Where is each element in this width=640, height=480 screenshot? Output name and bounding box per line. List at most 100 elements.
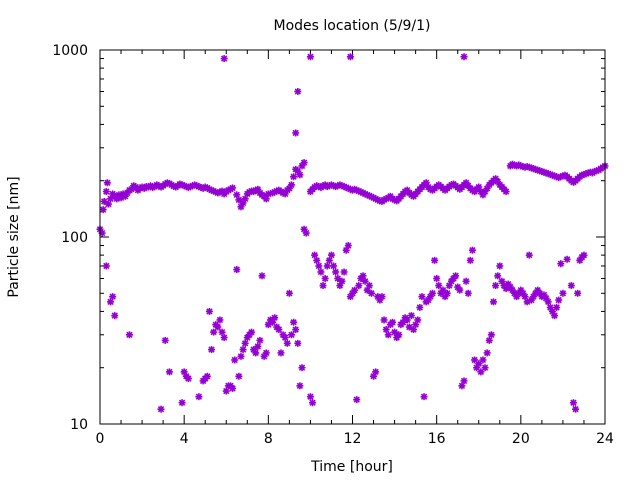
x-tick-label: 4 [180, 431, 189, 447]
data-point [353, 396, 361, 404]
data-point [277, 349, 285, 357]
data-point [388, 318, 396, 326]
data-point [567, 282, 575, 290]
data-point [544, 298, 552, 306]
data-point [464, 289, 472, 297]
data-point [296, 382, 304, 390]
data-point [315, 262, 323, 270]
data-point [275, 326, 283, 334]
data-point [338, 277, 346, 285]
data-point [254, 342, 262, 350]
data-point [319, 282, 327, 290]
data-point [292, 129, 300, 137]
data-point [489, 298, 497, 306]
data-point [300, 159, 308, 167]
data-point [456, 286, 464, 294]
data-point [313, 256, 321, 264]
data-point [184, 375, 192, 383]
data-point [407, 312, 415, 320]
data-point [485, 336, 493, 344]
data-point [306, 53, 314, 61]
data-point [161, 336, 169, 344]
data-point [433, 274, 441, 282]
data-point [365, 282, 373, 290]
data-point [285, 289, 293, 297]
data-point [403, 316, 411, 324]
x-tick-label: 20 [512, 431, 530, 447]
data-point [111, 312, 119, 320]
data-point [416, 303, 424, 311]
x-tick-label: 16 [428, 431, 446, 447]
data-point [311, 251, 319, 259]
x-tick-label: 12 [344, 431, 362, 447]
data-point [292, 326, 300, 334]
data-point [330, 262, 338, 270]
data-point [466, 256, 474, 264]
data-point [580, 251, 588, 259]
data-point [102, 188, 110, 196]
data-point [525, 251, 533, 259]
data-point [165, 368, 173, 376]
data-point [435, 282, 443, 290]
data-point [271, 314, 279, 322]
data-point [157, 405, 165, 413]
data-point [420, 393, 428, 401]
y-tick-label: 10 [70, 417, 88, 433]
data-point [216, 316, 224, 324]
data-point [492, 282, 500, 290]
data-point [100, 197, 108, 205]
data-point [195, 393, 203, 401]
data-point [248, 328, 255, 336]
x-tick-label: 8 [264, 431, 273, 447]
data-point [574, 289, 582, 297]
data-point [551, 312, 558, 320]
data-point [563, 255, 571, 263]
y-axis-label: Particle size [nm] [6, 176, 22, 297]
data-point [210, 328, 218, 336]
data-point [256, 336, 264, 344]
data-point [309, 399, 317, 407]
x-tick-label: 24 [596, 431, 614, 447]
data-point [460, 377, 468, 385]
chart-title: Modes location (5/9/1) [274, 18, 431, 34]
data-point [208, 346, 216, 354]
data-point [222, 387, 230, 395]
data-point [332, 268, 340, 276]
data-point [384, 331, 392, 339]
data-point [321, 274, 329, 282]
data-point [233, 266, 241, 274]
data-point [367, 289, 375, 297]
data-point [468, 246, 476, 254]
data-point [380, 316, 388, 324]
y-tick-label: 100 [61, 230, 88, 246]
data-point [262, 349, 270, 357]
data-point [569, 399, 577, 407]
data-point [355, 282, 363, 290]
data-point [235, 372, 243, 380]
data-point [395, 331, 403, 339]
data-point [220, 55, 228, 63]
data-point [102, 262, 110, 270]
data-point [344, 242, 352, 250]
x-axis-ticks: 0 4 8 12 16 20 24 [96, 50, 614, 447]
data-point [428, 289, 436, 297]
y-tick-label: 1000 [52, 43, 88, 59]
data-point [302, 229, 310, 237]
data-point [252, 349, 260, 357]
data-point [443, 289, 451, 297]
data-point [287, 181, 295, 189]
data-point [494, 272, 502, 280]
data-point [294, 87, 302, 95]
data-point [239, 346, 247, 354]
data-point [323, 262, 331, 270]
data-point [229, 384, 237, 392]
data-point [452, 272, 460, 280]
data-point [214, 323, 222, 331]
data-point [317, 268, 325, 276]
data-point [460, 53, 468, 61]
data-point [231, 356, 239, 364]
data-point [290, 318, 298, 326]
data-point [340, 268, 348, 276]
data-points [96, 53, 609, 413]
data-point [258, 272, 266, 280]
